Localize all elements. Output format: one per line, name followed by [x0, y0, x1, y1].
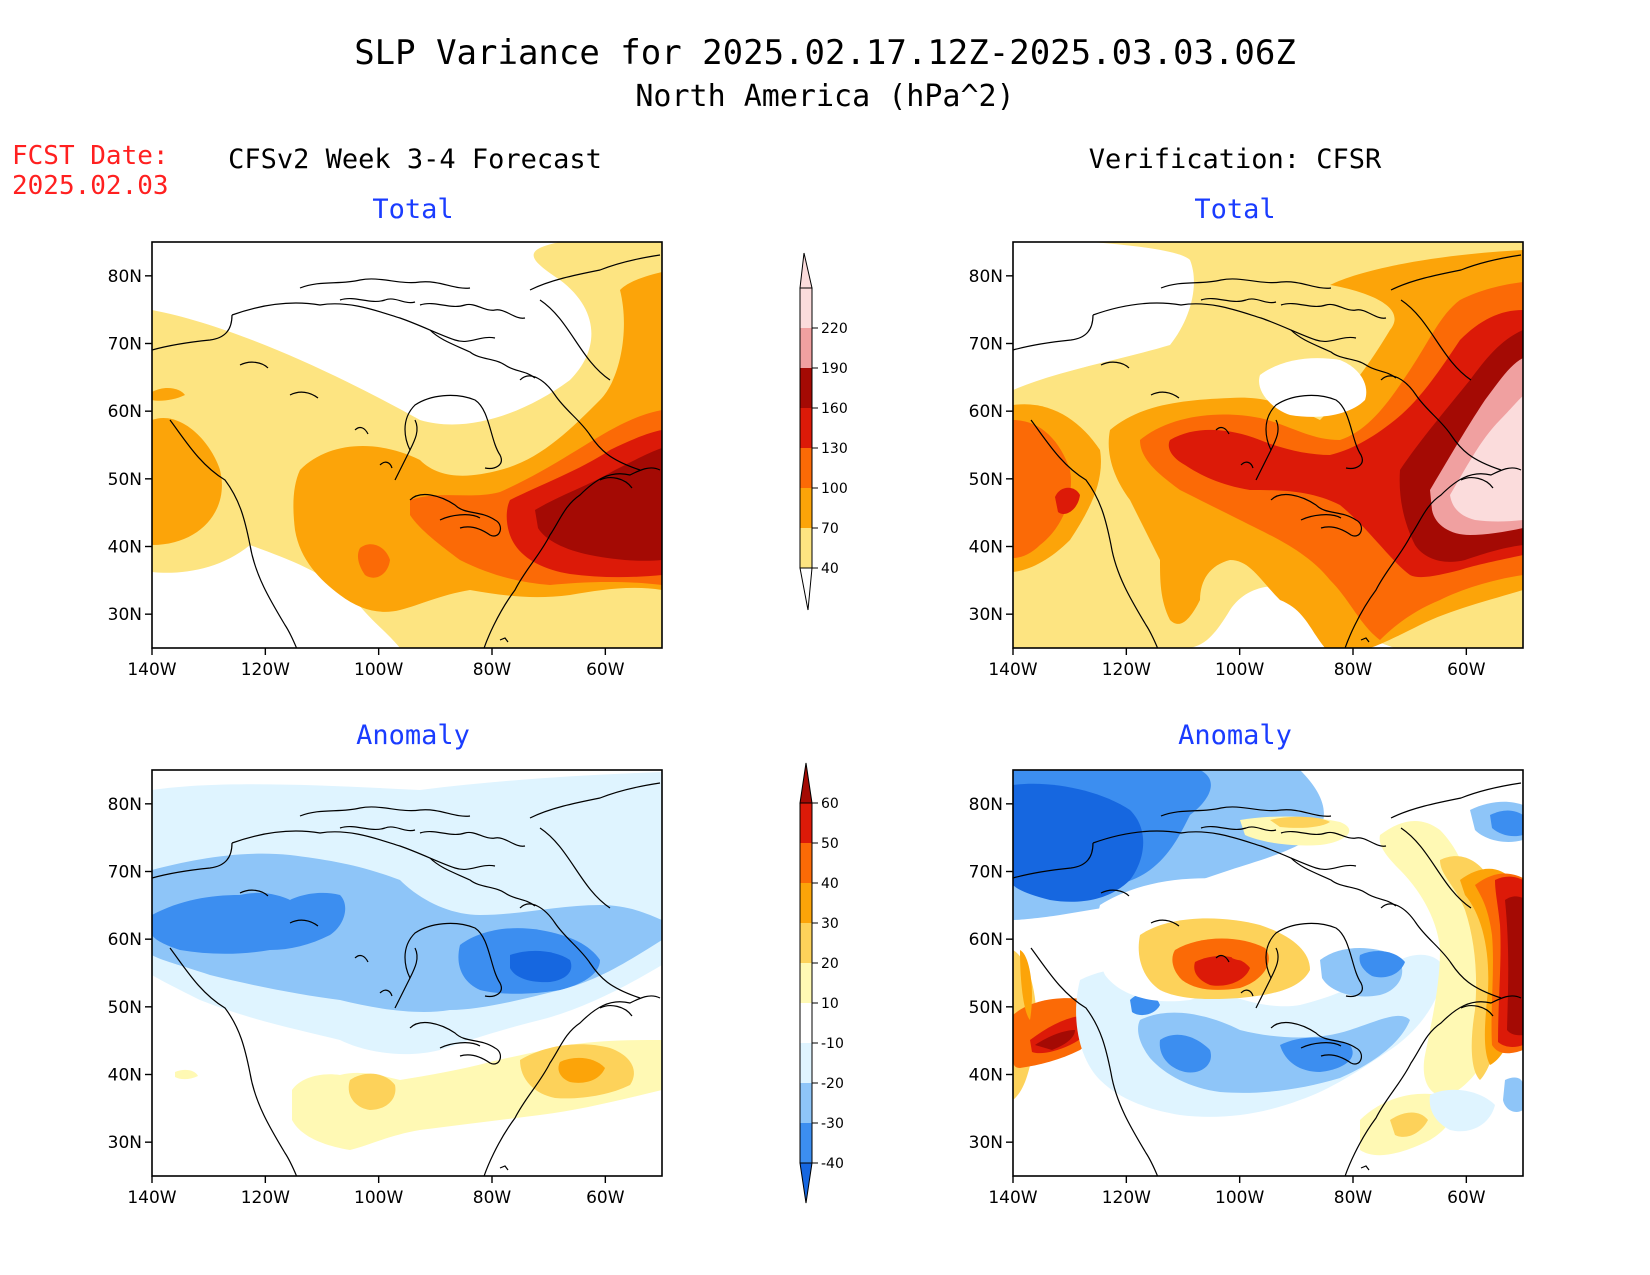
- main-title: SLP Variance for 2025.02.17.12Z-2025.03.…: [354, 33, 1296, 73]
- map-forecast-anomaly: 80N 70N 60N 50N 40N 30N 140W 120W 100W 80W 60W: [108, 769, 663, 1208]
- colorbar-total-swatch: [800, 448, 812, 488]
- panel-title-verification-anomaly: Anomaly: [1178, 720, 1292, 751]
- colorbar-anomaly-label: 60: [821, 796, 839, 812]
- colorbar-anomaly-swatch: [799, 1162, 813, 1204]
- colorbar-total-swatch: [800, 528, 812, 568]
- lon-tick-label: 100W: [1215, 660, 1264, 680]
- lat-tick-label: 40N: [108, 538, 142, 558]
- lat-tick-label: 60N: [969, 930, 1003, 950]
- lat-tick-label: 80N: [108, 795, 142, 815]
- colorbar-total-swatch: [800, 328, 812, 368]
- lon-tick-label: 120W: [241, 1188, 290, 1208]
- lon-tick-label: 60W: [1447, 660, 1486, 680]
- column-header-verification: Verification: CFSR: [1089, 144, 1382, 175]
- colorbar-total-label: 70: [821, 521, 839, 537]
- lat-tick-label: 50N: [108, 470, 142, 490]
- lat-tick-label: 40N: [969, 538, 1003, 558]
- colorbar-anomaly-swatch: [800, 1003, 812, 1043]
- column-header-forecast: CFSv2 Week 3-4 Forecast: [228, 144, 602, 175]
- map-forecast-total: 80N 70N 60N 50N 40N 30N 140W 120W 100W 80W 60W: [108, 241, 663, 680]
- colorbar-anomaly-swatch: [800, 1123, 812, 1163]
- lat-tick-label: 50N: [969, 470, 1003, 490]
- lon-tick-label: 60W: [586, 660, 625, 680]
- lon-tick-label: 120W: [1102, 1188, 1151, 1208]
- lon-tick-label: 80W: [473, 660, 512, 680]
- colorbar-anomaly-label: -30: [821, 1116, 844, 1132]
- colorbar-anomaly-label: 40: [821, 876, 839, 892]
- lat-tick-label: 80N: [108, 267, 142, 287]
- lat-tick-label: 30N: [108, 1133, 142, 1153]
- colorbar-total-swatch: [800, 488, 812, 528]
- lat-tick-label: 70N: [969, 863, 1003, 883]
- lat-tick-label: 30N: [969, 1133, 1003, 1153]
- colorbar-anomaly-label: 20: [821, 956, 839, 972]
- fcst-date-label: FCST Date:: [12, 141, 169, 171]
- lat-tick-label: 40N: [108, 1066, 142, 1086]
- lat-tick-label: 70N: [108, 335, 142, 355]
- lon-tick-label: 120W: [241, 660, 290, 680]
- colorbar-total-label: 100: [821, 481, 848, 497]
- map-verification-anomaly: 80N 70N 60N 50N 40N 30N 140W 120W 100W 80W 60W: [969, 769, 1524, 1208]
- lon-tick-label: 140W: [988, 660, 1037, 680]
- lon-tick-label: 80W: [1334, 660, 1373, 680]
- colorbar-total-label: 220: [821, 321, 848, 337]
- colorbar-anomaly-label: 30: [821, 916, 839, 932]
- colorbar-total-label: 130: [821, 441, 848, 457]
- lat-tick-label: 50N: [108, 998, 142, 1018]
- lat-tick-label: 40N: [969, 1066, 1003, 1086]
- lat-tick-label: 60N: [108, 930, 142, 950]
- lon-tick-label: 100W: [1215, 1188, 1264, 1208]
- colorbar-total-swatch: [800, 288, 812, 328]
- lon-tick-label: 60W: [586, 1188, 625, 1208]
- panel-title-forecast-anomaly: Anomaly: [356, 720, 470, 751]
- colorbar-anomaly-label: -20: [821, 1076, 844, 1092]
- panel-title-verification-total: Total: [1194, 194, 1275, 225]
- lon-tick-label: 100W: [354, 660, 403, 680]
- colorbar-total-label: 160: [821, 401, 848, 417]
- lon-tick-label: 140W: [127, 660, 176, 680]
- colorbar-anomaly-label: -10: [821, 1036, 844, 1052]
- colorbar-anomaly-swatch: [800, 963, 812, 1003]
- lon-tick-label: 140W: [988, 1188, 1037, 1208]
- colorbar-anomaly-swatch: [800, 923, 812, 963]
- lat-tick-label: 30N: [108, 605, 142, 625]
- lon-tick-label: 100W: [354, 1188, 403, 1208]
- lon-tick-label: 80W: [1334, 1188, 1373, 1208]
- colorbar-anomaly-label: 50: [821, 836, 839, 852]
- map-verification-total: 80N 70N 60N 50N 40N 30N 140W 120W 100W 80W 60W: [969, 241, 1524, 680]
- colorbar-anomaly: -40 -30 -20 -10 10 20 30 40 50 60: [799, 762, 844, 1204]
- colorbar-total-label: 190: [821, 361, 848, 377]
- colorbar-anomaly-swatch: [800, 1043, 812, 1083]
- lat-tick-label: 80N: [969, 267, 1003, 287]
- colorbar-total: 40 70 100 130 160 190 220: [799, 252, 848, 611]
- lat-tick-label: 50N: [969, 998, 1003, 1018]
- colorbar-total-swatch: [800, 408, 812, 448]
- colorbar-anomaly-label: -40: [821, 1156, 844, 1172]
- lon-tick-label: 140W: [127, 1188, 176, 1208]
- colorbar-anomaly-swatch: [800, 843, 812, 883]
- lat-tick-label: 60N: [969, 402, 1003, 422]
- lon-tick-label: 120W: [1102, 660, 1151, 680]
- colorbar-total-label: 40: [821, 561, 839, 577]
- lat-tick-label: 70N: [969, 335, 1003, 355]
- lat-tick-label: 30N: [969, 605, 1003, 625]
- panel-title-forecast-total: Total: [372, 194, 453, 225]
- lon-tick-label: 80W: [473, 1188, 512, 1208]
- lat-tick-label: 70N: [108, 863, 142, 883]
- main-subtitle: North America (hPa^2): [635, 79, 1014, 114]
- fcst-date-value: 2025.02.03: [12, 171, 169, 201]
- lat-tick-label: 60N: [108, 402, 142, 422]
- colorbar-anomaly-swatch: [799, 762, 813, 804]
- colorbar-anomaly-swatch: [800, 883, 812, 923]
- colorbar-anomaly-label: 10: [821, 996, 839, 1012]
- lat-tick-label: 80N: [969, 795, 1003, 815]
- colorbar-anomaly-swatch: [800, 803, 812, 843]
- colorbar-total-swatch: [800, 368, 812, 408]
- colorbar-anomaly-swatch: [800, 1083, 812, 1123]
- lon-tick-label: 60W: [1447, 1188, 1486, 1208]
